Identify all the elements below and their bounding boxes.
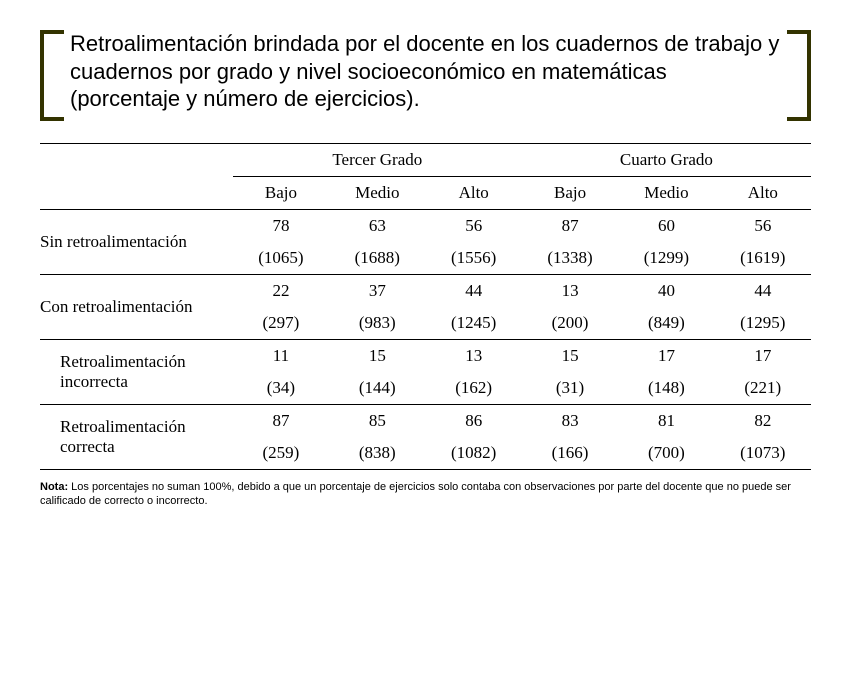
cell: 86 [426, 404, 522, 437]
header-cuarto: Cuarto Grado [522, 143, 811, 176]
cell: 15 [329, 339, 425, 372]
cell: (144) [329, 372, 425, 405]
cell: (1073) [715, 437, 811, 470]
cell: 56 [715, 209, 811, 242]
cell: 11 [233, 339, 329, 372]
header-alto-2: Alto [715, 176, 811, 209]
header-bajo-2: Bajo [522, 176, 618, 209]
cell: (700) [618, 437, 714, 470]
cell: 83 [522, 404, 618, 437]
cell: (1245) [426, 307, 522, 340]
cell: 85 [329, 404, 425, 437]
cell: 17 [715, 339, 811, 372]
header-bajo-1: Bajo [233, 176, 329, 209]
cell: 87 [233, 404, 329, 437]
header-spacer-2 [40, 176, 233, 209]
bracket-left-icon [40, 30, 64, 121]
cell: (1556) [426, 242, 522, 275]
header-spacer [40, 143, 233, 176]
cell: 13 [426, 339, 522, 372]
cell: 63 [329, 209, 425, 242]
cell: (1338) [522, 242, 618, 275]
cell: (162) [426, 372, 522, 405]
footnote-label: Nota: [40, 481, 68, 493]
page-title: Retroalimentación brindada por el docent… [70, 30, 781, 113]
cell: (849) [618, 307, 714, 340]
cell: 37 [329, 274, 425, 307]
cell: (297) [233, 307, 329, 340]
cell: 56 [426, 209, 522, 242]
bracket-right-icon [787, 30, 811, 121]
row-label-correcta: Retroalimentación correcta [40, 404, 233, 469]
cell: (259) [233, 437, 329, 470]
cell: (1295) [715, 307, 811, 340]
cell: (34) [233, 372, 329, 405]
cell: (31) [522, 372, 618, 405]
cell: 13 [522, 274, 618, 307]
cell: (1065) [233, 242, 329, 275]
header-tercer: Tercer Grado [233, 143, 522, 176]
cell: 44 [426, 274, 522, 307]
cell: 44 [715, 274, 811, 307]
cell: (983) [329, 307, 425, 340]
cell: (838) [329, 437, 425, 470]
title-block: Retroalimentación brindada por el docent… [40, 30, 811, 113]
row-label-sin: Sin retroalimentación [40, 209, 233, 274]
cell: 40 [618, 274, 714, 307]
cell: (221) [715, 372, 811, 405]
header-medio-2: Medio [618, 176, 714, 209]
cell: (200) [522, 307, 618, 340]
data-table: Tercer Grado Cuarto Grado Bajo Medio Alt… [40, 143, 811, 470]
cell: 78 [233, 209, 329, 242]
cell: 15 [522, 339, 618, 372]
cell: (1619) [715, 242, 811, 275]
cell: 81 [618, 404, 714, 437]
cell: (1299) [618, 242, 714, 275]
cell: 22 [233, 274, 329, 307]
header-medio-1: Medio [329, 176, 425, 209]
header-alto-1: Alto [426, 176, 522, 209]
cell: (166) [522, 437, 618, 470]
cell: 17 [618, 339, 714, 372]
footnote-text: Los porcentajes no suman 100%, debido a … [40, 481, 791, 507]
row-label-incorrecta: Retroalimentación incorrecta [40, 339, 233, 404]
cell: 82 [715, 404, 811, 437]
cell: 87 [522, 209, 618, 242]
footnote: Nota: Los porcentajes no suman 100%, deb… [40, 480, 811, 509]
cell: (148) [618, 372, 714, 405]
cell: (1082) [426, 437, 522, 470]
cell: 60 [618, 209, 714, 242]
row-label-con: Con retroalimentación [40, 274, 233, 339]
cell: (1688) [329, 242, 425, 275]
